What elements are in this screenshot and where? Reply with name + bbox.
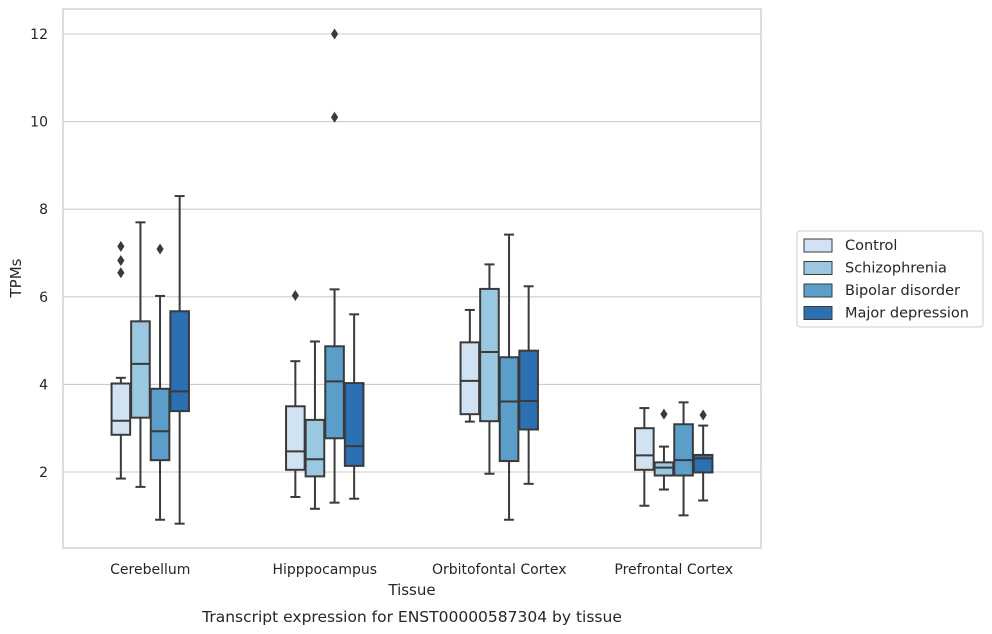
outlier-point (699, 409, 707, 421)
box-iqr (169, 310, 190, 413)
box-iqr (324, 345, 345, 440)
y-tick-labels: 2 4 6 8 10 12 (30, 27, 48, 481)
x-tick-label: Prefrontal Cortex (614, 562, 733, 578)
outlier-point (117, 240, 125, 252)
legend-label: Major depression (845, 306, 969, 322)
y-tick-label: 2 (39, 465, 48, 481)
y-tick-label: 4 (39, 377, 48, 393)
x-tick-labels: Cerebellum Hipppocampus Orbitofontal Corte… (110, 562, 733, 578)
outlier-point (117, 267, 125, 279)
box-bipolar-disorder (324, 28, 345, 504)
y-axis-label: TPMs (7, 258, 25, 298)
legend-label: Schizophrenia (845, 261, 947, 277)
legend-swatch (803, 283, 833, 298)
x-tick-label: Cerebellum (110, 562, 190, 578)
chart-caption: Transcript expression for ENST0000058730… (201, 608, 622, 626)
box-iqr (149, 387, 171, 462)
box-control (110, 240, 132, 480)
outlier-point (156, 243, 164, 255)
x-tick-label: Orbitofontal Cortex (432, 562, 567, 578)
box-iqr (479, 287, 500, 423)
outlier-point (291, 289, 299, 301)
box-iqr (304, 418, 326, 478)
box-iqr (285, 405, 306, 471)
box-iqr (110, 382, 132, 436)
legend-swatch (803, 238, 833, 253)
x-axis-label: Tissue (387, 581, 435, 599)
outlier-point (660, 408, 668, 420)
box-schizophrenia (653, 408, 675, 491)
box-major-depression (518, 285, 539, 485)
box-bipolar-disorder (673, 401, 694, 517)
box-schizophrenia (304, 340, 326, 510)
box-iqr (459, 341, 481, 416)
box-control (459, 308, 481, 423)
box-schizophrenia (479, 263, 500, 475)
box-schizophrenia (130, 221, 151, 488)
box-iqr (343, 382, 365, 467)
box-major-depression (343, 313, 365, 500)
legend-label: Control (845, 238, 897, 254)
y-tick-label: 12 (30, 27, 48, 43)
box-major-depression (692, 409, 714, 502)
box-bipolar-disorder (149, 243, 171, 521)
box-iqr (653, 461, 675, 477)
x-tick-label: Hipppocampus (272, 562, 377, 578)
legend-swatch (803, 261, 833, 275)
legend-label: Bipolar disorder (845, 283, 960, 299)
outlier-point (117, 254, 125, 266)
box-control (285, 289, 306, 498)
box-iqr (634, 427, 655, 471)
box-bipolar-disorder (498, 233, 520, 521)
plot-frame (62, 8, 762, 549)
box-iqr (518, 349, 539, 431)
legend-swatch (803, 306, 833, 320)
box-groups (110, 28, 714, 525)
outlier-point (330, 111, 339, 123)
box-iqr (498, 356, 520, 463)
box-iqr (130, 320, 151, 419)
y-tick-label: 6 (39, 290, 48, 306)
outlier-point (330, 28, 339, 40)
box-major-depression (169, 195, 190, 525)
legend-frame (796, 230, 984, 328)
box-control (634, 407, 655, 507)
y-tick-label: 10 (30, 115, 48, 131)
legend: Control Schizophrenia Bipolar disorder Majo… (796, 230, 984, 328)
y-tick-label: 8 (39, 202, 48, 218)
box-iqr (673, 423, 694, 477)
